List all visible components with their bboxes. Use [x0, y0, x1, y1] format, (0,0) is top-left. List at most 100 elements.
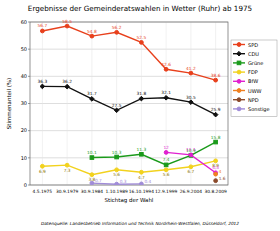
point: [189, 71, 193, 75]
legend-label: FDP: [248, 69, 258, 75]
data-label: 27.5: [112, 103, 122, 108]
data-label: 10.3: [112, 150, 122, 155]
legend-label: Sonstige: [248, 106, 270, 113]
point: [189, 100, 194, 105]
data-labels: 56.758.554.856.252.542.641.238.636.336.2…: [38, 19, 226, 185]
tick-label: 40: [21, 73, 27, 79]
point: [189, 153, 193, 157]
data-label: 36.2: [62, 79, 72, 84]
data-label: 36.3: [38, 79, 48, 84]
tick-label: 10: [21, 155, 27, 161]
point: [164, 163, 168, 167]
legend-marker: [237, 98, 241, 102]
legend-label: NPD: [248, 97, 259, 103]
point: [115, 30, 119, 34]
grid-line: [30, 157, 228, 158]
data-label: 30.5: [186, 95, 196, 100]
data-label: 32.1: [161, 90, 171, 95]
grid-line: [67, 22, 68, 185]
legend-label: BfW: [248, 78, 258, 84]
point: [115, 155, 119, 159]
point: [189, 154, 193, 158]
axis-title: Stichtag der Wahl: [105, 197, 154, 204]
legend-label: CDU: [248, 51, 259, 57]
legend-marker: [237, 107, 241, 111]
data-label: 56.7: [38, 23, 48, 28]
series-line: [92, 142, 216, 165]
legend-marker: [237, 70, 241, 74]
data-label: 7.4: [163, 157, 170, 162]
tick-label: 0: [24, 182, 27, 188]
data-label: 6.9: [39, 169, 46, 174]
data-label: 6.7: [187, 169, 194, 174]
legend-marker: [237, 89, 241, 93]
legend-frame: [231, 40, 277, 117]
legend-marker: [237, 61, 241, 65]
data-label: 31.8: [137, 91, 147, 96]
point: [115, 182, 119, 185]
point: [214, 78, 218, 82]
point: [65, 24, 69, 28]
data-label: 0.7: [95, 178, 102, 183]
series-line: [42, 26, 215, 80]
grid-line: [30, 49, 228, 50]
grid-line: [30, 76, 228, 77]
legend-label: SPD: [248, 42, 258, 48]
legend-marker: [237, 51, 242, 56]
axis-title: Stimmenanteil (%): [6, 78, 12, 129]
point: [90, 173, 94, 177]
point: [214, 159, 218, 163]
tick-label: 20: [21, 127, 27, 133]
point: [139, 170, 143, 174]
tick-label: 30.8.2009: [204, 189, 227, 194]
point: [40, 164, 44, 168]
plot-frame: [30, 22, 228, 185]
point: [139, 96, 144, 101]
grid-line: [30, 130, 228, 131]
data-label: 11.3: [137, 147, 147, 152]
legend-label: UWW: [248, 88, 262, 94]
tick-label: 30.9.1979: [56, 189, 79, 194]
data-label: 10.9: [186, 148, 196, 153]
point: [164, 67, 168, 71]
tick-label: 1.10.1989: [105, 189, 128, 194]
data-label: 38.6: [211, 73, 221, 78]
point: [214, 179, 218, 183]
point: [90, 97, 95, 102]
title: Ergebnisse der Gemeinderatswahlen in Wet…: [28, 4, 252, 13]
tick-label: 16.10.1994: [129, 189, 154, 194]
point: [90, 156, 94, 160]
data-label: 15.8: [211, 135, 221, 140]
point: [214, 140, 218, 144]
point: [114, 108, 119, 113]
tick-label: 60: [21, 19, 27, 25]
point: [40, 29, 44, 33]
point: [90, 34, 94, 38]
point: [40, 84, 45, 89]
data-label: 52.5: [137, 35, 147, 40]
data-label: 11.1: [186, 147, 196, 152]
point: [214, 172, 218, 176]
point: [65, 84, 70, 89]
source: Datenquelle: Landesbetrieb Information u…: [41, 221, 239, 226]
point: [164, 95, 169, 100]
data-label: 1.6: [219, 176, 226, 181]
point: [65, 163, 69, 167]
data-label: 0.3: [120, 179, 127, 184]
data-label: 54.8: [87, 29, 97, 34]
point: [115, 168, 119, 172]
point: [140, 153, 144, 157]
grid-line: [42, 22, 43, 185]
tick-label: 30.9.1984: [81, 189, 104, 194]
data-label: 5.6: [163, 172, 170, 177]
data-label: 25.9: [211, 107, 221, 112]
tick-label: 4.5.1975: [33, 189, 53, 194]
data-label: 10.1: [87, 150, 97, 155]
series-line: [42, 161, 215, 175]
data-label: 31.7: [87, 91, 97, 96]
grid-line: [91, 22, 92, 185]
chart: Ergebnisse der Gemeinderatswahlen in Wet…: [0, 0, 280, 231]
point: [164, 151, 168, 155]
point: [139, 182, 143, 185]
point: [164, 168, 168, 172]
